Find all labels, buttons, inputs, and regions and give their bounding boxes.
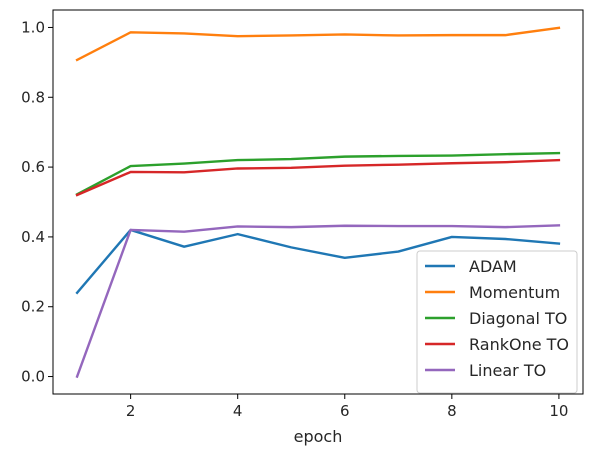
x-tick-label: 8 xyxy=(447,402,457,420)
x-tick-label: 4 xyxy=(233,402,243,420)
legend-label: Diagonal TO xyxy=(469,309,567,328)
x-tick-label: 6 xyxy=(340,402,350,420)
x-tick-label: 10 xyxy=(549,402,568,420)
ticks-layer: 2 4 6 8 10 0.0 0.2 0.4 0.6 0.8 1.0 xyxy=(21,18,568,420)
legend-label: RankOne TO xyxy=(469,335,569,354)
series-line-linear-to xyxy=(75,224,561,379)
plot-frame xyxy=(52,9,584,395)
y-tick-label: 0.4 xyxy=(21,228,45,246)
legend: ADAM Momentum Diagonal TO RankOne TO Linear … xyxy=(416,250,578,394)
legend-label: Linear TO xyxy=(469,361,546,380)
series-line-momentum xyxy=(75,26,561,62)
series-layer xyxy=(75,26,561,379)
y-tick-label: 0.6 xyxy=(21,158,45,176)
series-line-rankone-to xyxy=(75,158,561,197)
legend-label: Momentum xyxy=(469,283,560,302)
series-line-diagonal-to xyxy=(75,151,561,196)
legend-label: ADAM xyxy=(469,257,517,276)
x-tick-label: 2 xyxy=(126,402,136,420)
legend-box xyxy=(416,250,578,394)
y-tick-label: 0.2 xyxy=(21,298,45,316)
x-axis-label: epoch xyxy=(294,427,343,446)
y-tick-label: 0.8 xyxy=(21,88,45,106)
series-line-adam xyxy=(75,228,561,295)
y-tick-label: 1.0 xyxy=(21,18,45,36)
y-tick-label: 0.0 xyxy=(21,368,45,386)
